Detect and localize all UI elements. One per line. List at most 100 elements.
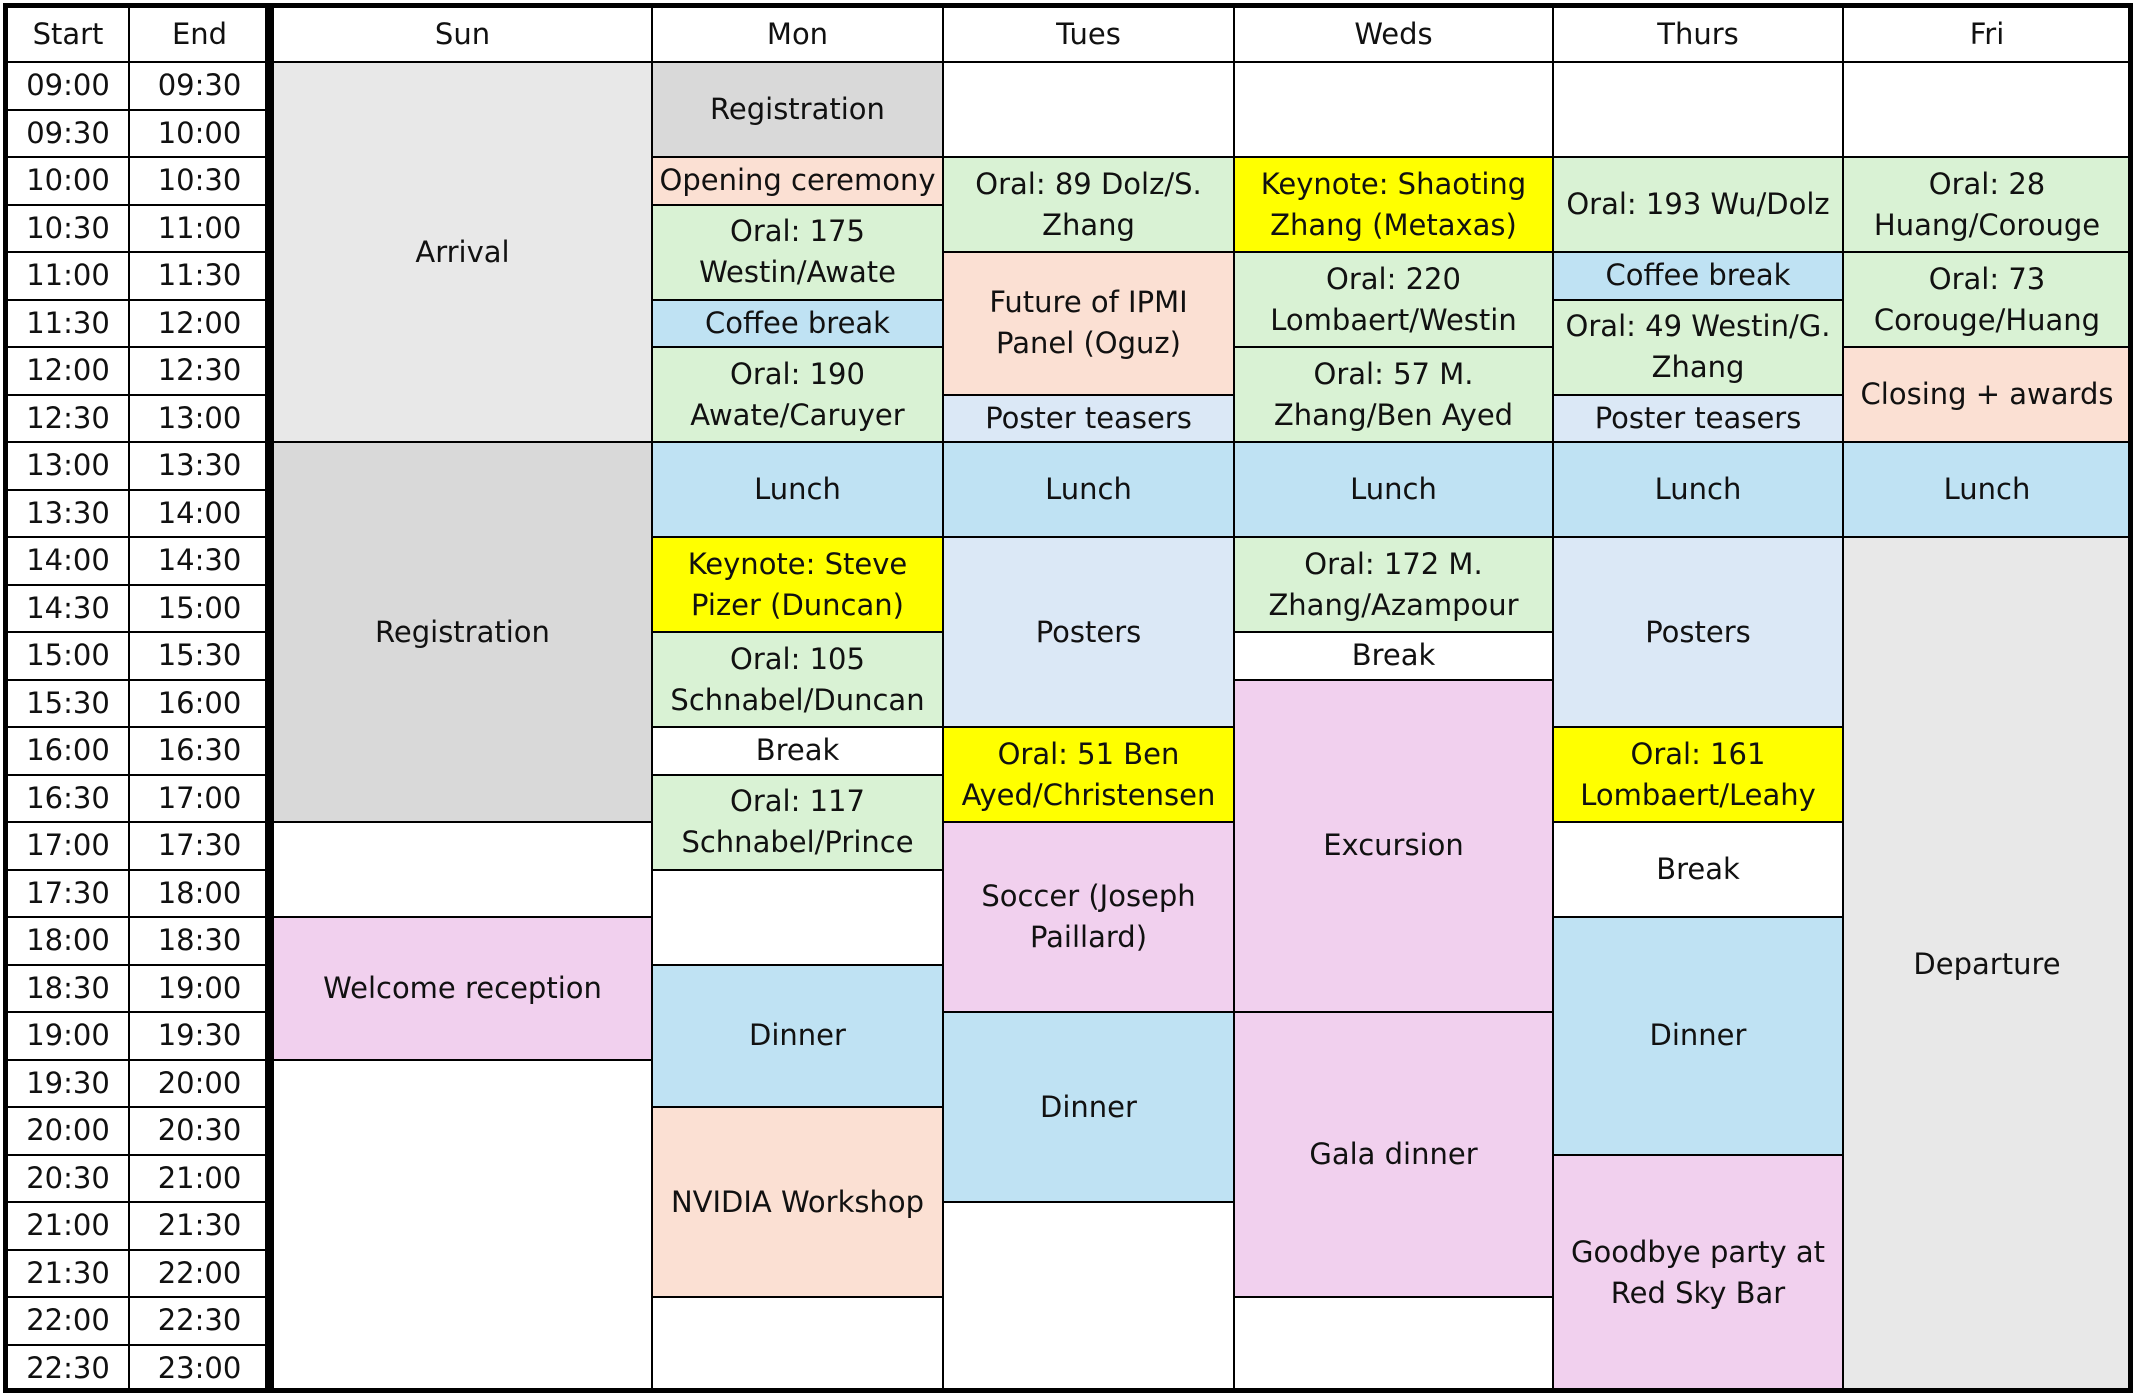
- event-thurs-dinner: Dinner: [1552, 916, 1842, 1154]
- event-weds-gala-dinner: Gala dinner: [1233, 1011, 1552, 1296]
- time-end-cell: 14:00: [128, 488, 269, 536]
- event-fri-closing-awards: Closing + awards: [1842, 346, 2130, 441]
- event-tues-soccer-joseph-paillard: Soccer (Joseph Paillard): [942, 821, 1233, 1011]
- time-end-cell: 18:00: [128, 868, 269, 916]
- time-end-cell: 10:00: [128, 108, 269, 156]
- time-start-cell: 22:00: [6, 1296, 128, 1344]
- time-end-cell: 17:30: [128, 821, 269, 869]
- time-start-cell: 21:00: [6, 1201, 128, 1249]
- time-end-cell: 18:30: [128, 916, 269, 964]
- event-tues-empty: [942, 1201, 1233, 1391]
- time-start-cell: 16:00: [6, 726, 128, 774]
- time-end-cell: 20:00: [128, 1058, 269, 1106]
- event-weds-lunch: Lunch: [1233, 441, 1552, 536]
- time-end-cell: 20:30: [128, 1106, 269, 1154]
- time-start-cell: 21:30: [6, 1248, 128, 1296]
- time-start-cell: 09:00: [6, 61, 128, 109]
- time-end-cell: 22:30: [128, 1296, 269, 1344]
- time-end-cell: 13:00: [128, 393, 269, 441]
- event-mon-oral-190-awate-caruyer: Oral: 190 Awate/Caruyer: [651, 346, 942, 441]
- time-end-cell: 11:30: [128, 251, 269, 299]
- time-start-cell: 09:30: [6, 108, 128, 156]
- event-sun-arrival: Arrival: [272, 61, 651, 441]
- time-start-cell: 13:00: [6, 441, 128, 489]
- event-tues-oral-89-dolz-s-zhang: Oral: 89 Dolz/S. Zhang: [942, 156, 1233, 251]
- time-start-cell: 16:30: [6, 773, 128, 821]
- time-start-cell: 11:30: [6, 298, 128, 346]
- time-start-cell: 20:30: [6, 1153, 128, 1201]
- header-start: Start: [6, 6, 128, 61]
- time-end-cell: 16:00: [128, 678, 269, 726]
- time-end-cell: 21:30: [128, 1201, 269, 1249]
- time-start-cell: 17:00: [6, 821, 128, 869]
- time-start-cell: 18:00: [6, 916, 128, 964]
- time-end-cell: 22:00: [128, 1248, 269, 1296]
- time-start-cell: 13:30: [6, 488, 128, 536]
- time-start-cell: 17:30: [6, 868, 128, 916]
- event-mon-break: Break: [651, 726, 942, 774]
- event-sun-empty: [272, 1058, 651, 1391]
- time-end-cell: 17:00: [128, 773, 269, 821]
- event-weds-keynote-shaoting-zhang-metaxas: Keynote: Shaoting Zhang (Metaxas): [1233, 156, 1552, 251]
- time-start-cell: 12:30: [6, 393, 128, 441]
- time-start-cell: 12:00: [6, 346, 128, 394]
- event-thurs-oral-161-lombaert-leahy: Oral: 161 Lombaert/Leahy: [1552, 726, 1842, 821]
- time-start-cell: 20:00: [6, 1106, 128, 1154]
- event-thurs-oral-49-westin-g-zhang: Oral: 49 Westin/G. Zhang: [1552, 298, 1842, 394]
- time-end-cell: 15:00: [128, 583, 269, 631]
- header-end: End: [128, 6, 269, 61]
- header-day-weds: Weds: [1233, 6, 1552, 61]
- event-mon-nvidia-workshop: NVIDIA Workshop: [651, 1106, 942, 1296]
- event-sun-registration: Registration: [272, 441, 651, 821]
- event-tues-empty: [942, 61, 1233, 156]
- event-mon-oral-105-schnabel-duncan: Oral: 105 Schnabel/Duncan: [651, 631, 942, 726]
- time-start-cell: 15:00: [6, 631, 128, 679]
- event-weds-break: Break: [1233, 631, 1552, 679]
- event-sun-welcome-reception: Welcome reception: [272, 916, 651, 1059]
- header-day-thurs: Thurs: [1552, 6, 1842, 61]
- event-mon-empty: [651, 1296, 942, 1391]
- event-tues-posters: Posters: [942, 536, 1233, 726]
- event-tues-future-of-ipmi-panel-oguz: Future of IPMI Panel (Oguz): [942, 251, 1233, 394]
- event-thurs-lunch: Lunch: [1552, 441, 1842, 536]
- time-start-cell: 11:00: [6, 251, 128, 299]
- event-fri-lunch: Lunch: [1842, 441, 2130, 536]
- event-mon-keynote-steve-pizer-duncan: Keynote: Steve Pizer (Duncan): [651, 536, 942, 631]
- time-end-cell: 12:00: [128, 298, 269, 346]
- time-start-cell: 19:30: [6, 1058, 128, 1106]
- time-end-cell: 16:30: [128, 726, 269, 774]
- event-thurs-break: Break: [1552, 821, 1842, 916]
- event-weds-excursion: Excursion: [1233, 678, 1552, 1011]
- header-day-sun: Sun: [272, 6, 651, 61]
- time-end-cell: 21:00: [128, 1153, 269, 1201]
- event-mon-empty: [651, 868, 942, 964]
- time-end-cell: 12:30: [128, 346, 269, 394]
- time-start-cell: 15:30: [6, 678, 128, 726]
- header-day-fri: Fri: [1842, 6, 2130, 61]
- time-start-cell: 18:30: [6, 963, 128, 1011]
- event-weds-empty: [1233, 1296, 1552, 1391]
- time-end-cell: 11:00: [128, 203, 269, 251]
- header-day-tues: Tues: [942, 6, 1233, 61]
- event-weds-oral-57-m-zhang-ben-ayed: Oral: 57 M. Zhang/Ben Ayed: [1233, 346, 1552, 441]
- time-end-cell: 19:30: [128, 1011, 269, 1059]
- event-mon-registration: Registration: [651, 61, 942, 156]
- event-weds-oral-220-lombaert-westin: Oral: 220 Lombaert/Westin: [1233, 251, 1552, 346]
- event-thurs-goodbye-party-at-red-sky-bar: Goodbye party at Red Sky Bar: [1552, 1153, 1842, 1391]
- event-fri-oral-28-huang-corouge: Oral: 28 Huang/Corouge: [1842, 156, 2130, 251]
- event-mon-opening-ceremony: Opening ceremony: [651, 156, 942, 204]
- time-end-cell: 13:30: [128, 441, 269, 489]
- header-day-mon: Mon: [651, 6, 942, 61]
- event-mon-lunch: Lunch: [651, 441, 942, 536]
- time-start-cell: 10:30: [6, 203, 128, 251]
- event-thurs-oral-193-wu-dolz: Oral: 193 Wu/Dolz: [1552, 156, 1842, 251]
- time-end-cell: 14:30: [128, 536, 269, 584]
- event-thurs-poster-teasers: Poster teasers: [1552, 393, 1842, 441]
- event-mon-oral-175-westin-awate: Oral: 175 Westin/Awate: [651, 203, 942, 299]
- time-end-cell: 15:30: [128, 631, 269, 679]
- event-fri-departure: Departure: [1842, 536, 2130, 1391]
- event-thurs-empty: [1552, 61, 1842, 156]
- time-start-cell: 14:00: [6, 536, 128, 584]
- time-start-cell: 14:30: [6, 583, 128, 631]
